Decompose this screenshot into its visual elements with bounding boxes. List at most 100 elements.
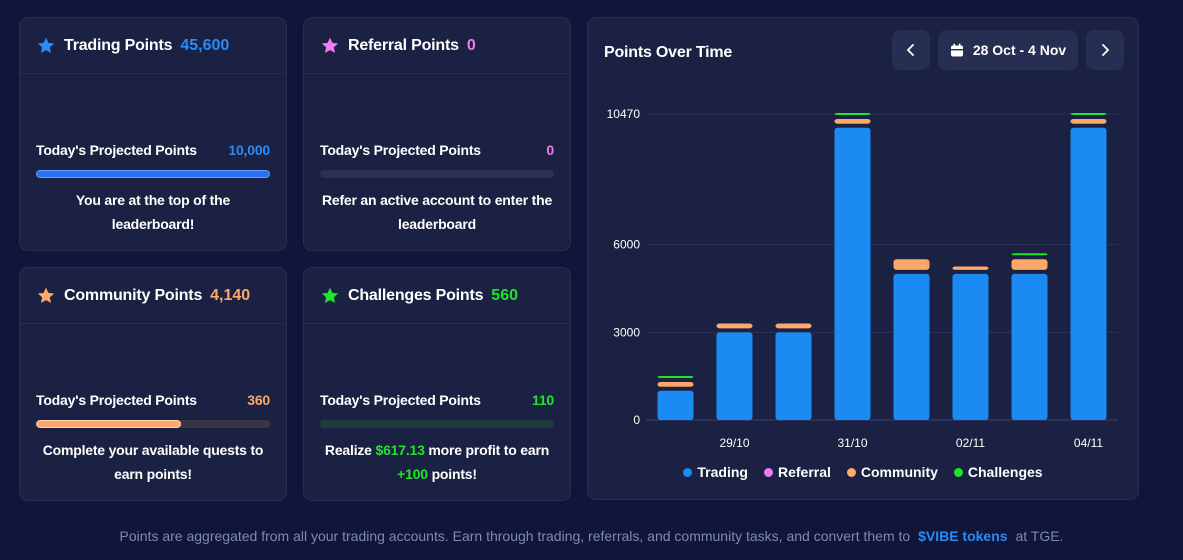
message-prefix: Realize xyxy=(324,442,372,458)
card-title: Referral Points xyxy=(348,36,459,54)
bar-community-04-11[interactable] xyxy=(1070,118,1107,124)
next-week-button[interactable] xyxy=(1086,30,1124,70)
bar-community-03-11[interactable] xyxy=(1011,259,1048,270)
legend-dot xyxy=(846,467,856,477)
star-icon xyxy=(321,287,339,303)
chevron-right-icon xyxy=(1102,44,1110,56)
projected-label: Today's Projected Points xyxy=(320,142,481,158)
card-total-value: 4,140 xyxy=(210,286,251,304)
projected-row: Today's Projected Points 10,000 xyxy=(36,142,270,158)
card-title: Trading Points xyxy=(64,36,173,54)
bar-trading-03-11[interactable] xyxy=(1011,273,1048,420)
card-header: Challenges Points 560 xyxy=(304,268,570,324)
card-message: Refer an active account to enter the lea… xyxy=(321,192,553,232)
card-header: Referral Points 0 xyxy=(304,18,570,74)
bar-community-28-10[interactable] xyxy=(657,382,694,387)
bar-community-02-11[interactable] xyxy=(952,266,989,270)
star-icon xyxy=(321,37,339,53)
x-tick-label: 04/11 xyxy=(1074,436,1103,450)
calendar-icon xyxy=(950,43,963,56)
points-over-time-card: 0 3000 6000 10470 29/10 31/10 02/11 04/11 Point… xyxy=(587,17,1139,500)
legend-item-trading[interactable]: Trading xyxy=(683,464,748,480)
projected-value: 0 xyxy=(546,142,554,158)
card-title: Challenges Points xyxy=(348,286,484,304)
y-tick-label: 0 xyxy=(633,413,640,427)
projected-value: 360 xyxy=(247,392,270,408)
message-suffix: points! xyxy=(431,466,477,482)
bar-challenges-28-10[interactable] xyxy=(657,376,694,379)
x-tick-label: 02/11 xyxy=(956,436,985,450)
bar-challenges-04-11[interactable] xyxy=(1070,112,1107,115)
chart-title: Points Over Time xyxy=(604,44,733,61)
community-points-card: Community Points 4,140 Today's Projected… xyxy=(19,267,287,501)
progress-bar xyxy=(320,170,554,178)
card-header: Trading Points 45,600 xyxy=(20,18,286,74)
progress-bar xyxy=(320,420,554,428)
points-bar-chart: 0 3000 6000 10470 29/10 31/10 02/11 04/11 xyxy=(607,107,1118,450)
legend-item-community[interactable]: Community xyxy=(846,464,938,480)
prev-week-button[interactable] xyxy=(892,30,930,70)
card-total-value: 0 xyxy=(466,36,476,54)
legend-item-challenges[interactable]: Challenges xyxy=(953,464,1043,480)
progress-fill xyxy=(36,420,182,428)
date-range-button[interactable]: 28 Oct - 4 Nov xyxy=(938,30,1078,70)
legend-label: Community xyxy=(860,464,938,480)
bar-community-31-10[interactable] xyxy=(834,118,871,124)
projected-label: Today's Projected Points xyxy=(320,392,481,408)
card-title: Community Points xyxy=(64,286,203,304)
projected-value: 10,000 xyxy=(228,142,270,158)
legend-item-referral[interactable]: Referral xyxy=(763,464,831,480)
chevron-left-icon xyxy=(906,44,914,56)
bar-challenges-03-11[interactable] xyxy=(1011,253,1048,256)
challenges-points-card: Challenges Points 560 Today's Projected … xyxy=(303,267,571,501)
card-message: Complete your available quests to earn p… xyxy=(42,442,264,482)
legend-label: Trading xyxy=(697,464,748,480)
legend-label: Referral xyxy=(777,464,831,480)
card-message: You are at the top of the leaderboard! xyxy=(75,192,231,232)
message-mid: more profit to earn xyxy=(428,442,550,458)
legend-dot xyxy=(953,467,963,477)
y-tick-label: 6000 xyxy=(613,238,640,252)
star-icon xyxy=(37,37,55,53)
card-header: Community Points 4,140 xyxy=(20,268,286,324)
bar-trading-01-11[interactable] xyxy=(893,273,930,420)
projected-label: Today's Projected Points xyxy=(36,142,197,158)
progress-bar xyxy=(36,420,270,428)
bar-trading-30-10[interactable] xyxy=(775,332,812,420)
x-tick-label: 31/10 xyxy=(837,436,867,450)
projected-row: Today's Projected Points 110 xyxy=(320,392,554,408)
bar-trading-31-10[interactable] xyxy=(834,127,871,420)
x-tick-label: 29/10 xyxy=(719,436,749,450)
referral-points-card: Referral Points 0 Today's Projected Poin… xyxy=(303,17,571,251)
bar-trading-02-11[interactable] xyxy=(952,273,989,420)
vibe-tokens-link[interactable]: $VIBE tokens xyxy=(918,528,1008,544)
y-tick-label: 10470 xyxy=(607,107,641,121)
bar-trading-29-10[interactable] xyxy=(716,332,753,420)
bar-challenges-31-10[interactable] xyxy=(834,112,871,115)
projected-value: 110 xyxy=(532,392,554,408)
date-range-label: 28 Oct - 4 Nov xyxy=(972,42,1067,58)
chart-legend: Trading Referral Community Challenges xyxy=(588,464,1138,480)
message-bonus: +100 xyxy=(397,466,428,482)
y-tick-label: 3000 xyxy=(613,325,640,339)
card-total-value: 560 xyxy=(491,286,518,304)
footer-note: Points are aggregated from all your trad… xyxy=(0,528,1183,544)
footer-text: Points are aggregated from all your trad… xyxy=(119,528,911,544)
projected-label: Today's Projected Points xyxy=(36,392,197,408)
progress-bar xyxy=(36,170,270,178)
legend-dot xyxy=(683,467,693,477)
card-message: Realize $617.13 more profit to earn +100… xyxy=(320,438,554,486)
star-icon xyxy=(37,287,55,303)
legend-dot xyxy=(763,467,773,477)
bar-community-29-10[interactable] xyxy=(716,323,753,329)
message-amount: $617.13 xyxy=(375,442,425,458)
bar-trading-04-11[interactable] xyxy=(1070,127,1107,420)
projected-row: Today's Projected Points 0 xyxy=(320,142,554,158)
legend-label: Challenges xyxy=(967,464,1043,480)
projected-row: Today's Projected Points 360 xyxy=(36,392,270,408)
card-total-value: 45,600 xyxy=(180,36,230,54)
bar-trading-28-10[interactable] xyxy=(657,390,694,420)
progress-fill xyxy=(36,170,270,178)
bar-community-01-11[interactable] xyxy=(893,259,930,270)
bar-community-30-10[interactable] xyxy=(775,323,812,329)
